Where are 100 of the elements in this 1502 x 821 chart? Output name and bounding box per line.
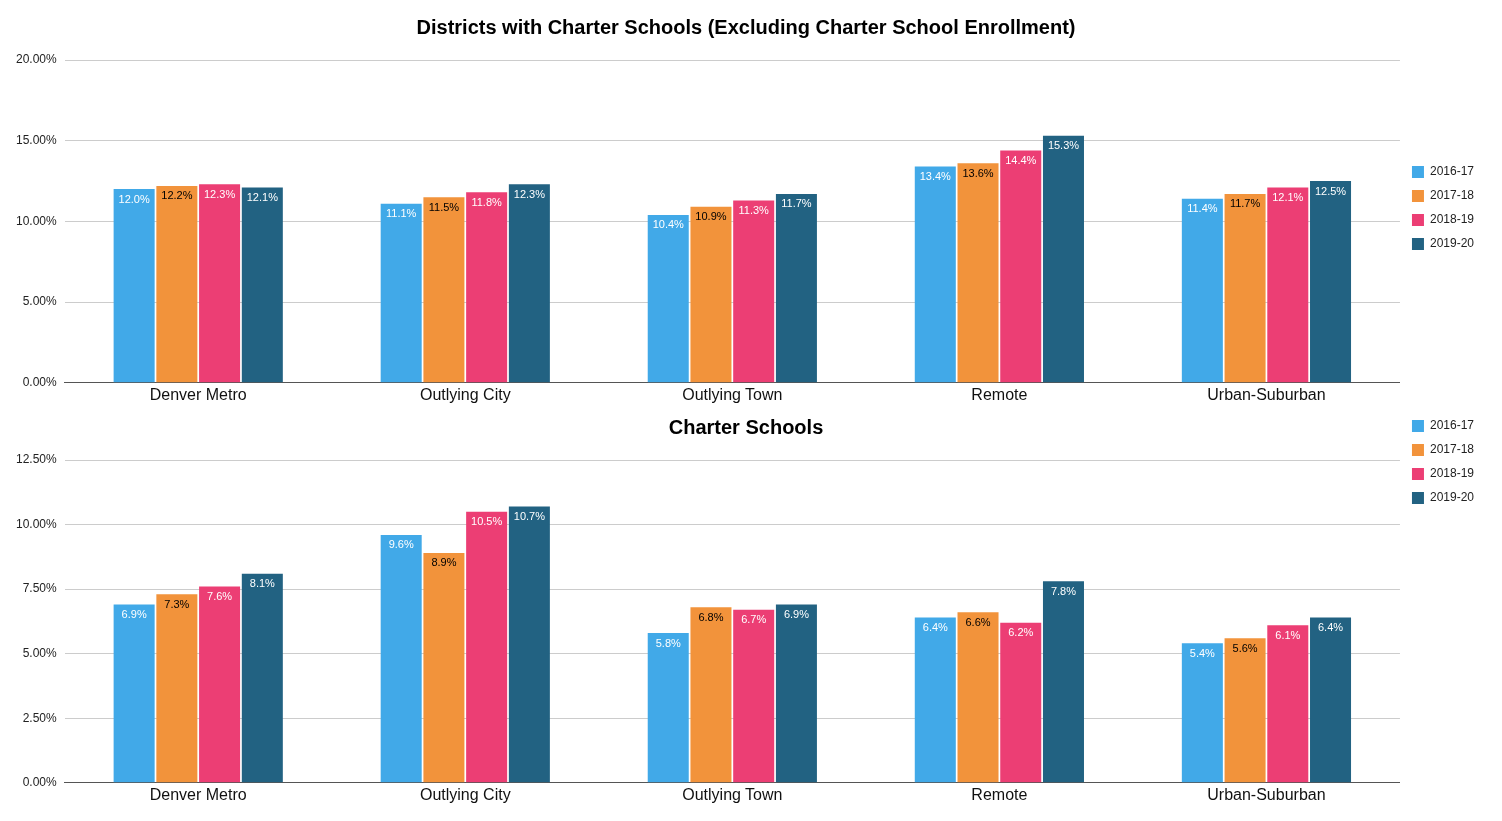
bar	[466, 192, 508, 383]
data-label: 5.4%	[1189, 646, 1216, 659]
y-tick-label: 12.50%	[16, 452, 58, 467]
data-label: 7.6%	[207, 590, 233, 603]
bar	[1042, 135, 1084, 383]
chart-title: Districts with Charter Schools (Excluding Charter School Enrollment)	[416, 15, 1076, 38]
data-label: 10.4%	[652, 218, 685, 231]
x-tick-label: Denver Metro	[149, 385, 247, 403]
x-tick-label: Remote	[971, 785, 1028, 803]
data-label: 6.2%	[1008, 626, 1034, 639]
bar	[957, 163, 999, 383]
x-tick-label: Outlying City	[419, 785, 511, 803]
bar	[733, 609, 775, 783]
bar	[1224, 638, 1266, 783]
legend-label: 2019-20	[1429, 490, 1475, 505]
data-label: 14.4%	[1005, 153, 1037, 166]
data-label: 8.1%	[249, 577, 276, 590]
y-tick-label: 10.00%	[16, 516, 58, 531]
bar	[423, 552, 465, 783]
data-label: 6.9%	[121, 608, 147, 621]
bar	[380, 534, 422, 783]
data-label: 11.3%	[738, 203, 770, 216]
bar	[199, 184, 241, 383]
data-label: 15.3%	[1047, 139, 1080, 152]
data-label: 5.6%	[1232, 641, 1258, 654]
data-label: 10.7%	[513, 510, 546, 523]
legend-label: 2016-17	[1429, 418, 1475, 433]
data-label: 10.5%	[471, 515, 503, 528]
data-label: 6.6%	[965, 615, 991, 628]
legend-label: 2017-18	[1429, 442, 1475, 457]
y-tick-label: 20.00%	[16, 52, 58, 67]
bar	[423, 197, 465, 383]
bar	[113, 189, 155, 383]
data-label: 6.1%	[1275, 628, 1301, 641]
data-label: 13.4%	[919, 170, 952, 183]
bar	[1000, 150, 1042, 383]
bar	[733, 200, 775, 383]
y-tick-label: 10.00%	[16, 213, 58, 228]
bar	[647, 633, 689, 783]
data-label: 6.7%	[741, 613, 767, 626]
data-label: 8.9%	[431, 556, 457, 569]
data-label: 13.6%	[962, 166, 994, 179]
bar	[508, 184, 550, 383]
data-label: 11.8%	[471, 195, 503, 208]
bar	[1310, 617, 1352, 783]
data-label: 6.4%	[1317, 621, 1344, 634]
data-label: 7.3%	[164, 597, 190, 610]
y-tick-label: 15.00%	[16, 133, 58, 148]
bar	[957, 612, 999, 783]
bar	[1042, 581, 1084, 783]
legend-label: 2016-17	[1429, 164, 1475, 179]
data-label: 12.5%	[1314, 184, 1347, 197]
legend-label: 2018-19	[1429, 212, 1475, 227]
x-tick-label: Urban-Suburban	[1207, 785, 1326, 803]
data-label: 6.4%	[922, 621, 949, 634]
data-label: 10.9%	[695, 210, 727, 223]
y-tick-label: 5.00%	[22, 294, 58, 309]
data-label: 11.5%	[428, 200, 460, 213]
data-label: 6.9%	[783, 608, 810, 621]
data-label: 11.7%	[781, 197, 812, 210]
data-label: 12.2%	[161, 189, 193, 202]
bar	[156, 185, 198, 383]
bar	[241, 187, 283, 383]
bar	[1181, 643, 1223, 783]
x-tick-label: Outlying City	[419, 385, 511, 403]
data-label: 12.1%	[246, 191, 279, 204]
data-label: 5.8%	[655, 636, 681, 649]
bar	[156, 594, 198, 783]
data-label: 12.3%	[513, 187, 546, 200]
bar	[380, 203, 422, 383]
bar	[914, 617, 956, 783]
data-label: 7.8%	[1050, 584, 1077, 597]
x-tick-label: Remote	[971, 385, 1028, 403]
bar	[690, 206, 732, 383]
data-label: 11.7%	[1229, 197, 1261, 210]
data-label: 6.8%	[698, 610, 724, 623]
bar	[466, 511, 508, 783]
y-tick-label: 2.50%	[22, 710, 58, 725]
data-label: 11.1%	[386, 207, 417, 220]
data-label: 9.6%	[388, 538, 414, 551]
data-label: 12.0%	[118, 192, 150, 205]
bar	[914, 166, 956, 383]
bar	[1310, 181, 1352, 383]
data-label: 12.1%	[1272, 191, 1304, 204]
bar	[1224, 193, 1266, 383]
bar	[775, 604, 817, 783]
data-label: 12.3%	[203, 187, 236, 200]
bar	[508, 506, 550, 783]
y-tick-label: 5.00%	[22, 645, 58, 660]
bar	[690, 607, 732, 783]
bar	[1000, 622, 1042, 783]
bar	[1181, 198, 1223, 383]
x-tick-label: Outlying Town	[682, 385, 783, 403]
bar	[199, 586, 241, 783]
x-tick-label: Urban-Suburban	[1207, 385, 1326, 403]
bar	[113, 604, 155, 783]
bar	[1267, 625, 1309, 783]
bar	[647, 214, 689, 383]
y-tick-label: 0.00%	[22, 375, 58, 390]
bar	[241, 573, 283, 783]
